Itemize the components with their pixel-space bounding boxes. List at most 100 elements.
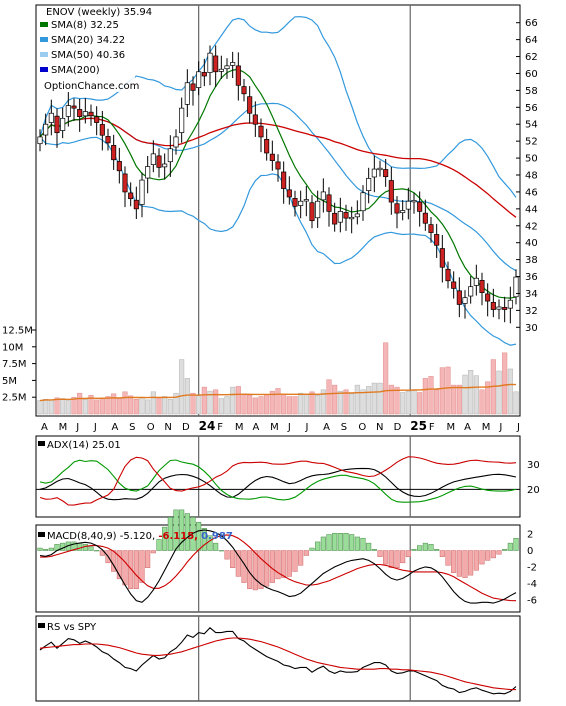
volume-tick-label: 10M [2, 342, 23, 353]
volume-bar [507, 368, 513, 415]
volume-bar [145, 399, 151, 415]
candle-body [179, 107, 185, 133]
volume-bar [77, 392, 83, 415]
volume-tick-label: 5M [2, 376, 17, 387]
candle-body [207, 52, 213, 73]
volume-tick-label: 7.5M [2, 359, 27, 370]
macd-histogram-bar [400, 550, 406, 564]
price-tick-label: 32 [525, 306, 538, 317]
volume-bar [150, 391, 156, 415]
sma20-legend-swatch [40, 37, 48, 42]
macd-histogram-bar [371, 549, 377, 551]
sma50-legend-swatch [40, 52, 48, 57]
candle-body [269, 153, 275, 161]
x-axis-label: M [446, 422, 455, 433]
macd-histogram-bar [37, 547, 43, 551]
adx-series-di [39, 459, 517, 503]
volume-bar [213, 389, 219, 415]
candle-body [439, 248, 445, 268]
volume-bar [116, 398, 122, 415]
x-axis-label: D [182, 422, 190, 433]
macd-histogram-bar [235, 550, 241, 577]
candle-body [349, 216, 355, 220]
macd-histogram-bar [417, 545, 423, 551]
macd-histogram-bar [451, 550, 457, 573]
candle-body [315, 200, 321, 219]
candle-body [371, 168, 377, 178]
x-axis-label: J [516, 422, 520, 433]
macd-histogram-bar [343, 533, 349, 551]
volume-bar [383, 342, 389, 415]
volume-bar [99, 397, 105, 415]
x-axis-label: F [217, 422, 223, 433]
candle-body [281, 171, 287, 189]
macd-histogram-bar [303, 550, 309, 556]
macd-histogram-bar [354, 536, 360, 551]
candle-body [99, 124, 105, 136]
volume-bar [196, 395, 202, 415]
candle-body [190, 83, 196, 91]
candle-body [485, 293, 491, 302]
macd-histogram-bar [139, 550, 145, 583]
macd-tick-label: 0 [527, 546, 533, 557]
candle-body [218, 68, 224, 72]
candle-body [337, 211, 343, 223]
candle-body [468, 286, 474, 297]
macd-histogram-bar [128, 550, 134, 589]
x-axis-label: M [482, 422, 491, 433]
macd-tick-label: -6 [527, 595, 537, 606]
volume-bar [428, 376, 434, 415]
x-axis-label: N [164, 422, 171, 433]
price-tick-label: 44 [525, 204, 538, 215]
macd-tick-label: -2 [527, 562, 537, 573]
x-axis-label: F [429, 422, 435, 433]
macd-histogram-bar [88, 546, 94, 551]
candle-body [451, 281, 457, 289]
volume-bar [485, 381, 491, 415]
volume-bar [54, 397, 60, 415]
sma8-legend-swatch [40, 22, 48, 27]
candle-body [388, 180, 394, 203]
sma50-legend-label: SMA(50) 40.36 [51, 50, 125, 61]
candle-body [298, 200, 304, 206]
price-tick-label: 52 [525, 137, 538, 148]
candle-body [43, 123, 49, 136]
macd-signal-value: -6.115, [158, 531, 198, 542]
candle-body [400, 210, 406, 214]
macd-histogram-bar [388, 550, 394, 569]
macd-histogram-bar [116, 550, 122, 580]
x-axis-label: S [129, 422, 135, 433]
price-tick-label: 60 [525, 69, 538, 80]
macd-histogram-bar [196, 521, 202, 551]
volume-bar [326, 379, 332, 415]
volume-bar [417, 392, 423, 415]
volume-bar [94, 399, 100, 415]
x-axis-label: O [147, 422, 155, 433]
volume-bar [309, 391, 315, 415]
x-axis-label: J [498, 422, 502, 433]
volume-bar [411, 389, 417, 415]
volume-bar [252, 397, 258, 415]
macd-legend: MACD(8,40,9) -5.120, -6.115, 0.987 [38, 531, 233, 542]
price-tick-label: 34 [525, 289, 538, 300]
x-axis-label: J [93, 422, 97, 433]
volume-bar [71, 396, 77, 415]
ticker-label: ENOV (weekly) 35.94 [46, 7, 152, 18]
macd-histogram-bar [456, 550, 462, 577]
macd-histogram-bar [468, 550, 474, 576]
candle-body [473, 277, 479, 286]
candle-body [122, 173, 128, 193]
macd-histogram-bar [422, 542, 428, 551]
macd-histogram-bar [258, 550, 264, 589]
candle-body [303, 199, 309, 202]
macd-histogram-bar [479, 550, 485, 565]
price-tick-label: 58 [525, 86, 538, 97]
candle-body [264, 138, 270, 154]
macd-histogram-bar [439, 550, 445, 557]
macd-histogram-bar [490, 550, 496, 559]
price-tick-label: 56 [525, 103, 538, 114]
macd-histogram-bar [133, 550, 139, 589]
volume-bar [281, 393, 287, 415]
volume-bar [156, 397, 162, 415]
volume-bar [241, 393, 247, 415]
